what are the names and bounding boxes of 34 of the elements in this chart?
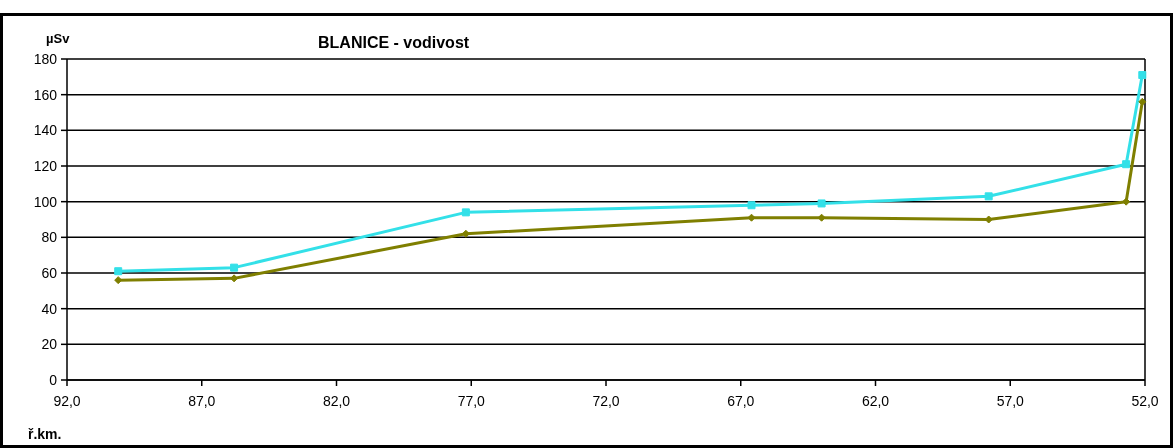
y-tick-label: 120 [33, 157, 58, 174]
y-tick-label: 140 [33, 122, 58, 139]
y-tick-label: 0 [49, 371, 58, 388]
x-tick-label: 62,0 [861, 393, 890, 409]
x-tick-label: 72,0 [592, 393, 620, 409]
y-tick-label: 180 [33, 50, 58, 67]
point [747, 201, 756, 210]
point [747, 213, 756, 222]
y-tick-label: 20 [41, 336, 58, 353]
point [817, 213, 826, 222]
y-tick-label: 40 [41, 300, 58, 317]
x-tick-label: 67,0 [727, 393, 755, 409]
x-axis-title: ř.km. [28, 426, 62, 442]
x-tick-label: 87,0 [188, 393, 216, 409]
x-tick-label: 82,0 [322, 393, 351, 409]
y-tick-label: 160 [33, 86, 58, 103]
point [1138, 71, 1147, 80]
point [1138, 97, 1147, 106]
y-tick-label: 60 [41, 264, 58, 281]
x-tick-label: 92,0 [53, 393, 81, 409]
x-tick-label: 52,0 [1131, 393, 1159, 409]
chart-title: BLANICE - vodivost [318, 34, 470, 51]
x-tick-label: 77,0 [457, 393, 486, 409]
point [817, 199, 826, 208]
point [984, 192, 993, 201]
y-tick-label: 80 [41, 229, 58, 246]
x-tick-label: 57,0 [996, 393, 1025, 409]
point [230, 263, 239, 272]
y-tick-label: 100 [33, 193, 58, 210]
point [461, 208, 470, 217]
point [1122, 197, 1131, 206]
point [114, 267, 123, 276]
y-axis-title: µSv [46, 31, 71, 46]
point [1122, 160, 1131, 169]
